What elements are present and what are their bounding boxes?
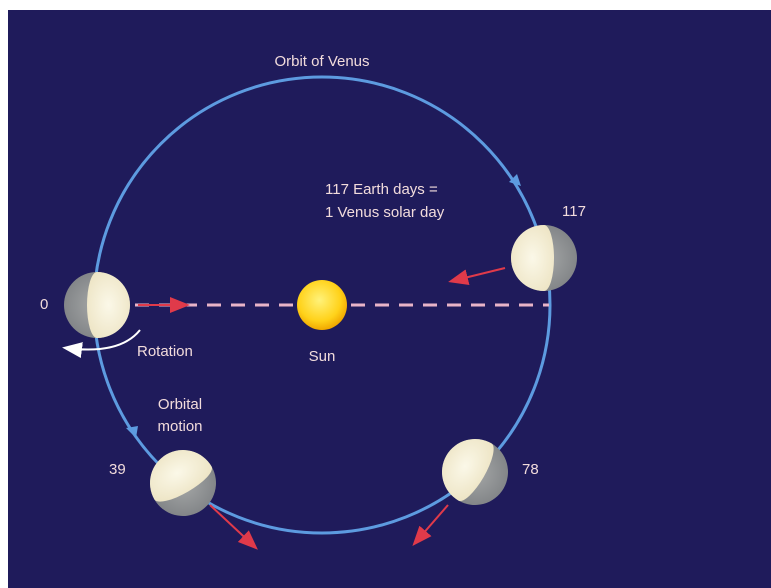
title: Orbit of Venus: [274, 53, 369, 70]
orbital-motion-label: motion: [157, 418, 202, 435]
sun-label: Sun: [309, 348, 336, 365]
sun: [297, 280, 347, 330]
rotation-arrow: [62, 329, 141, 358]
planet-0: [64, 272, 130, 338]
planet-117: [511, 225, 577, 291]
position-label: 117: [562, 203, 586, 220]
direction-arrow: [209, 504, 258, 550]
rotation-label: Rotation: [137, 343, 193, 360]
position-label: 39: [109, 461, 126, 478]
direction-arrow: [412, 504, 449, 547]
note-line: 117 Earth days =: [325, 181, 438, 198]
planet-78: [442, 439, 508, 506]
orbit-arrow: [509, 174, 521, 186]
orbital-motion-label: Orbital: [158, 396, 202, 413]
background: [8, 10, 771, 588]
position-label: 78: [522, 461, 539, 478]
position-label: 0: [40, 296, 48, 313]
direction-arrow: [448, 267, 506, 285]
orbit-arrow: [126, 426, 138, 438]
planet-39: [150, 450, 216, 516]
note-line: 1 Venus solar day: [325, 204, 445, 221]
